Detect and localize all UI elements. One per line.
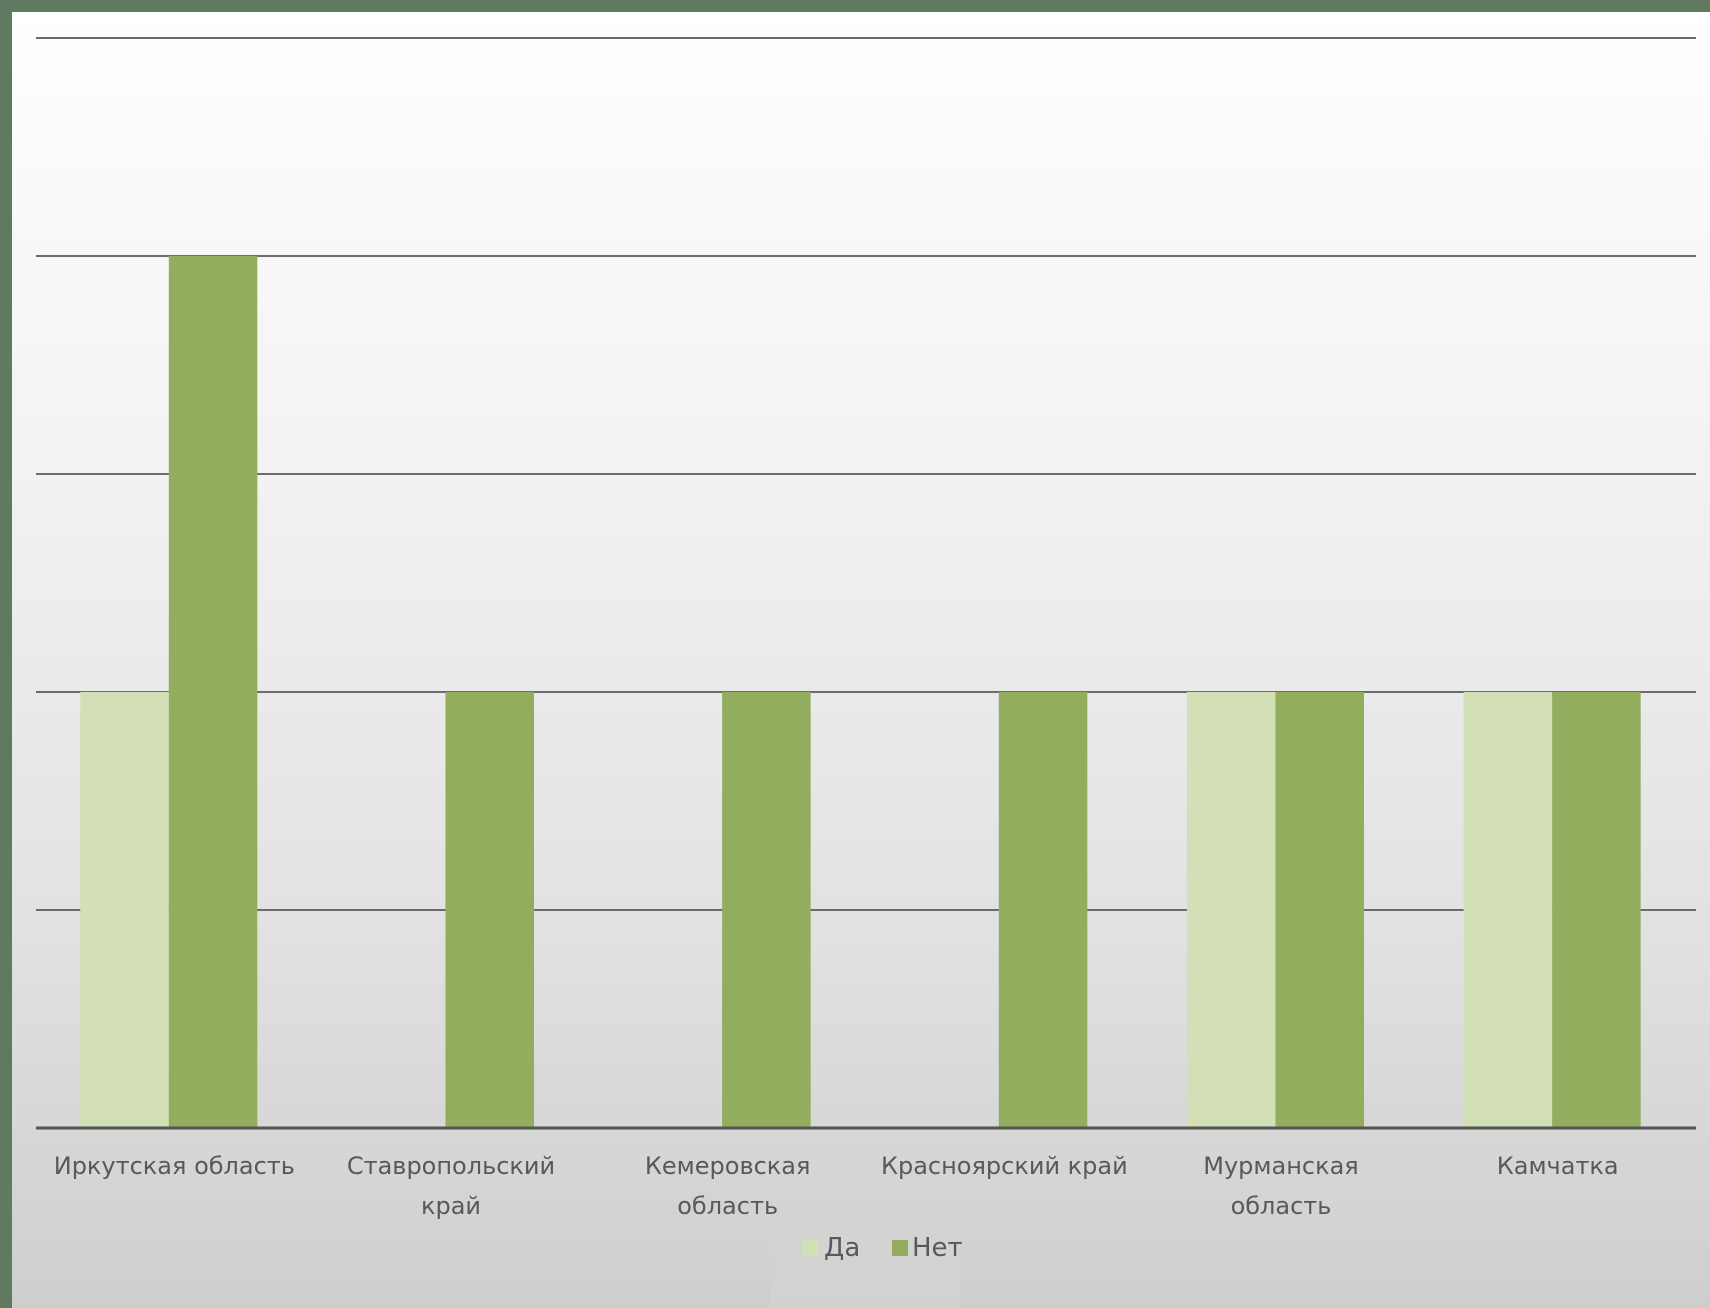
bar-da	[1463, 692, 1553, 1128]
legend-swatch	[802, 1240, 818, 1256]
x-tick-label: Красноярский край	[881, 1152, 1128, 1180]
bar-net	[168, 256, 258, 1128]
bar-net	[1275, 692, 1364, 1128]
x-tick-labels: Иркутская область Ставропольский край Кемер…	[54, 1152, 1619, 1220]
bar-net	[1552, 692, 1641, 1128]
legend-swatch	[892, 1240, 908, 1256]
bar-da	[80, 692, 169, 1128]
bar-net	[722, 692, 811, 1128]
gridlines	[36, 37, 1696, 911]
x-tick-label: Мурманская область	[1203, 1152, 1358, 1220]
bar-da	[1186, 692, 1276, 1128]
x-tick-label: Ставропольский край	[347, 1152, 555, 1220]
chart-frame: Иркутская область Ставропольский край Кемер…	[12, 12, 1710, 1308]
legend: Да Нет	[770, 1228, 963, 1308]
bar-chart: Иркутская область Ставропольский край Кемер…	[36, 37, 1696, 1308]
bar-net	[445, 692, 534, 1128]
bar-net	[998, 692, 1088, 1128]
legend-label: Нет	[912, 1233, 963, 1263]
x-tick-label: Иркутская область	[54, 1152, 295, 1180]
bars	[80, 256, 1641, 1128]
legend-box	[770, 1228, 960, 1308]
legend-label: Да	[824, 1233, 860, 1263]
x-tick-label: Камчатка	[1497, 1152, 1619, 1180]
x-tick-label: Кемеровская область	[645, 1152, 811, 1220]
